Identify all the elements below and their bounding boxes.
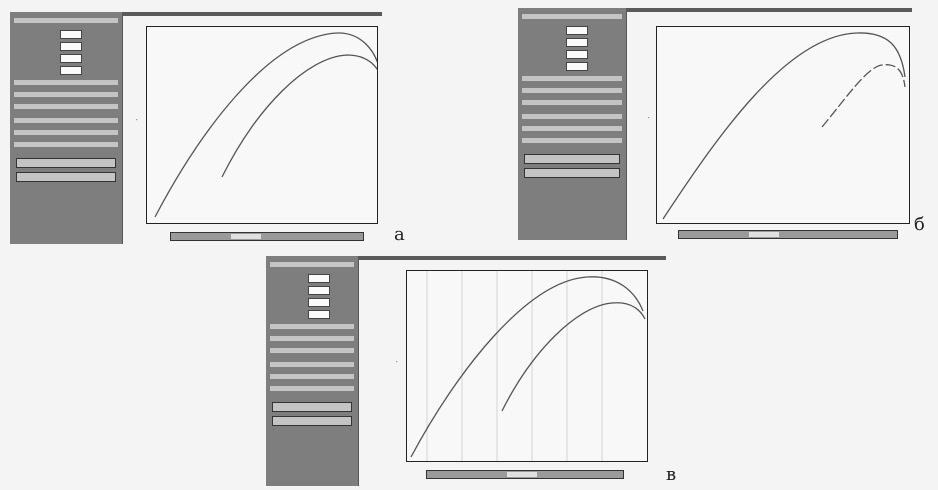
window-title-bar bbox=[122, 12, 382, 16]
settings-label bbox=[270, 374, 354, 379]
settings-label bbox=[522, 100, 622, 105]
y-axis-label: ′ bbox=[648, 116, 650, 124]
settings-label bbox=[14, 18, 118, 23]
settings-field[interactable] bbox=[566, 26, 588, 35]
horizontal-scrollbar[interactable] bbox=[170, 232, 364, 241]
window-title-bar bbox=[626, 8, 912, 12]
calculate-button[interactable] bbox=[16, 172, 116, 182]
settings-sidebar bbox=[10, 12, 123, 244]
settings-sidebar bbox=[266, 256, 359, 486]
scrollbar-thumb[interactable] bbox=[507, 472, 537, 477]
settings-label bbox=[522, 126, 622, 131]
settings-field[interactable] bbox=[566, 50, 588, 59]
horizontal-scrollbar[interactable] bbox=[678, 230, 898, 239]
apply-button[interactable] bbox=[524, 154, 620, 164]
panel-b: ′ bbox=[518, 8, 912, 240]
settings-label bbox=[14, 92, 118, 97]
settings-field[interactable] bbox=[308, 298, 330, 307]
settings-field[interactable] bbox=[566, 38, 588, 47]
curve-2 bbox=[501, 302, 646, 412]
caption-v: в bbox=[666, 464, 677, 485]
settings-label bbox=[270, 386, 354, 391]
settings-field[interactable] bbox=[308, 274, 330, 283]
settings-label bbox=[14, 130, 118, 135]
window-title-bar bbox=[358, 256, 666, 260]
settings-field[interactable] bbox=[60, 30, 82, 39]
trajectory-curves bbox=[410, 271, 646, 461]
settings-label bbox=[522, 76, 622, 81]
settings-label bbox=[270, 262, 354, 267]
trajectory-plot bbox=[146, 26, 378, 224]
horizontal-scrollbar[interactable] bbox=[426, 470, 624, 479]
settings-field[interactable] bbox=[60, 54, 82, 63]
curve-2 bbox=[821, 64, 906, 128]
settings-label bbox=[270, 336, 354, 341]
trajectory-curves bbox=[154, 32, 377, 218]
y-axis-label: ′ bbox=[136, 118, 138, 126]
settings-label bbox=[14, 80, 118, 85]
y-axis-label: ′ bbox=[396, 360, 398, 368]
settings-label bbox=[14, 104, 118, 109]
scrollbar-thumb[interactable] bbox=[231, 234, 261, 239]
trajectory-plot bbox=[656, 26, 910, 224]
panel-a: ′ bbox=[10, 12, 382, 244]
settings-sidebar bbox=[518, 8, 627, 240]
apply-button[interactable] bbox=[272, 402, 352, 412]
settings-label bbox=[270, 362, 354, 367]
curve-1 bbox=[410, 276, 644, 458]
settings-label bbox=[14, 118, 118, 123]
calculate-button[interactable] bbox=[524, 168, 620, 178]
settings-field[interactable] bbox=[308, 310, 330, 319]
curve-2 bbox=[221, 54, 377, 178]
settings-field[interactable] bbox=[566, 62, 588, 71]
settings-field[interactable] bbox=[60, 66, 82, 75]
calculate-button[interactable] bbox=[272, 416, 352, 426]
settings-label bbox=[14, 142, 118, 147]
settings-label bbox=[270, 324, 354, 329]
settings-field[interactable] bbox=[308, 286, 330, 295]
grid-lines bbox=[426, 271, 603, 461]
trajectory-plot bbox=[406, 270, 648, 462]
panel-v: ′ bbox=[266, 256, 666, 486]
settings-label bbox=[270, 348, 354, 353]
trajectory-curves bbox=[662, 32, 906, 220]
caption-b: б bbox=[914, 214, 925, 235]
caption-a: а bbox=[394, 224, 405, 245]
settings-label bbox=[522, 88, 622, 93]
settings-label bbox=[522, 114, 622, 119]
settings-label bbox=[522, 14, 622, 19]
scrollbar-thumb[interactable] bbox=[749, 232, 779, 237]
settings-field[interactable] bbox=[60, 42, 82, 51]
curve-1 bbox=[154, 32, 377, 218]
settings-label bbox=[522, 138, 622, 143]
curve-1 bbox=[662, 32, 906, 220]
apply-button[interactable] bbox=[16, 158, 116, 168]
